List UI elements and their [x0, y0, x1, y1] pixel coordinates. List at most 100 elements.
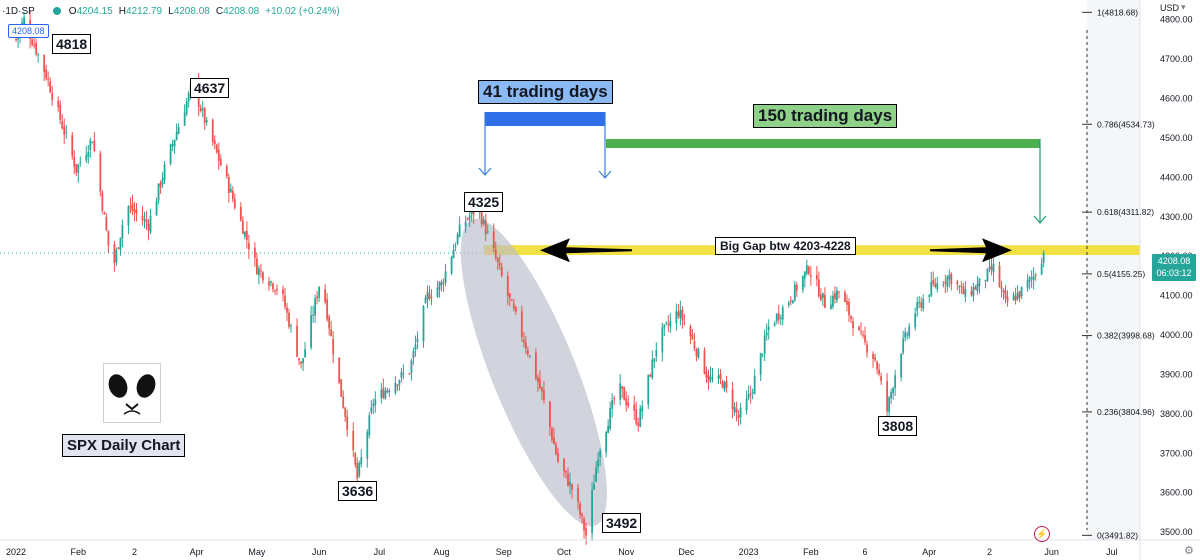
candle-body [23, 17, 25, 25]
label-41-trading-days: 41 trading days [478, 80, 613, 104]
candle-body [344, 407, 347, 418]
candle-body [408, 373, 411, 375]
candle-body [300, 361, 302, 364]
y-tick-label: 4600.00 [1160, 94, 1193, 104]
candle-body [71, 135, 74, 157]
candle-body [890, 392, 893, 399]
x-tick-label: 2023 [739, 547, 759, 557]
candle-body [358, 462, 361, 477]
candle-body [430, 297, 433, 299]
y-tick-label: 3800.00 [1160, 409, 1193, 419]
ohlc-open: O4204.15 [68, 5, 113, 17]
candle-body [679, 310, 682, 318]
candle-body [175, 132, 178, 140]
candle-body [990, 266, 993, 271]
chevron-down-icon[interactable]: ▾ [1181, 2, 1186, 12]
x-tick-label: Feb [71, 547, 87, 557]
candle-body [205, 120, 208, 123]
candle-body [888, 397, 891, 413]
candle-body [187, 92, 190, 102]
candle-body [284, 295, 286, 308]
symbol-label[interactable]: ·1D·SP [2, 5, 35, 17]
candle-body [352, 431, 355, 451]
candle-body [1028, 277, 1031, 282]
candle-body [677, 311, 680, 317]
label-low-3492: 3492 [602, 513, 642, 533]
fib-label: 0.236(3804.96) [1097, 407, 1155, 417]
candle-body [803, 271, 806, 279]
candle-body [326, 299, 329, 320]
candle-body [609, 408, 612, 429]
candle-body [35, 42, 38, 55]
candle-body [538, 379, 541, 389]
candle-body [908, 326, 911, 337]
candle-body [765, 332, 768, 336]
fib-label: 0.786(4534.73) [1097, 119, 1155, 129]
x-tick-label: Apr [190, 547, 204, 557]
candle-body [737, 414, 740, 419]
candle-body [922, 299, 925, 309]
candle-body [872, 353, 874, 359]
candle-body [717, 375, 720, 379]
candle-body [852, 321, 854, 329]
candle-body [119, 237, 122, 250]
gap-arrow-left [540, 238, 632, 263]
x-tick-label: Jun [1044, 547, 1059, 557]
candle-body [258, 268, 260, 276]
ohlc-close: C4208.08 [215, 5, 260, 17]
candle-body [268, 281, 270, 286]
candle-body [930, 281, 933, 296]
candle-body [59, 104, 62, 120]
candle-body [45, 69, 48, 79]
candle-body [611, 400, 614, 409]
candle-body [452, 249, 455, 259]
candle-body [414, 344, 417, 350]
candle-body [779, 317, 782, 319]
candle-body [75, 164, 78, 173]
ohlc-low: L4208.08 [168, 5, 210, 17]
candle-body [526, 350, 529, 355]
candle-body [623, 387, 626, 401]
candle-body [262, 272, 264, 281]
candle-body [1014, 296, 1017, 301]
candle-body [876, 361, 878, 370]
candle-body [761, 354, 764, 356]
settings-gear-icon[interactable]: ⚙ [1184, 545, 1194, 557]
candle-body [695, 349, 698, 357]
candle-body [691, 334, 694, 340]
candle-body [203, 108, 206, 124]
candle-body [992, 263, 995, 273]
candle-body [795, 284, 798, 291]
candle-body [468, 215, 471, 220]
currency-selector[interactable]: USD [1160, 3, 1180, 13]
candle-body [759, 353, 762, 375]
candle-body [450, 256, 453, 274]
candle-body [229, 188, 232, 193]
candle-body [1042, 253, 1045, 263]
candle-body [492, 231, 495, 249]
candle-body [675, 311, 678, 324]
candle-body [241, 220, 244, 235]
candle-body [312, 314, 314, 316]
candle-body [464, 221, 467, 227]
label-peak-4818: 4818 [52, 34, 92, 54]
x-tick-label: 2022 [6, 547, 26, 557]
candle-body [147, 223, 150, 231]
x-tick-label: Jun [312, 547, 327, 557]
candle-body [862, 334, 864, 336]
candle-body [290, 325, 292, 327]
candle-body [936, 283, 939, 290]
lightning-icon[interactable]: ⚡ [1034, 526, 1050, 542]
candle-body [113, 244, 116, 264]
candle-body [978, 278, 981, 287]
candle-body [763, 335, 766, 354]
candle-body [528, 355, 531, 357]
candle-body [942, 284, 945, 286]
candle-body [239, 206, 242, 221]
candle-body [534, 352, 537, 379]
candle-body [330, 329, 333, 336]
candle-body [846, 300, 848, 305]
decline-highlight-ellipse [460, 218, 607, 527]
candle-body [836, 290, 838, 301]
candle-body [880, 376, 882, 381]
